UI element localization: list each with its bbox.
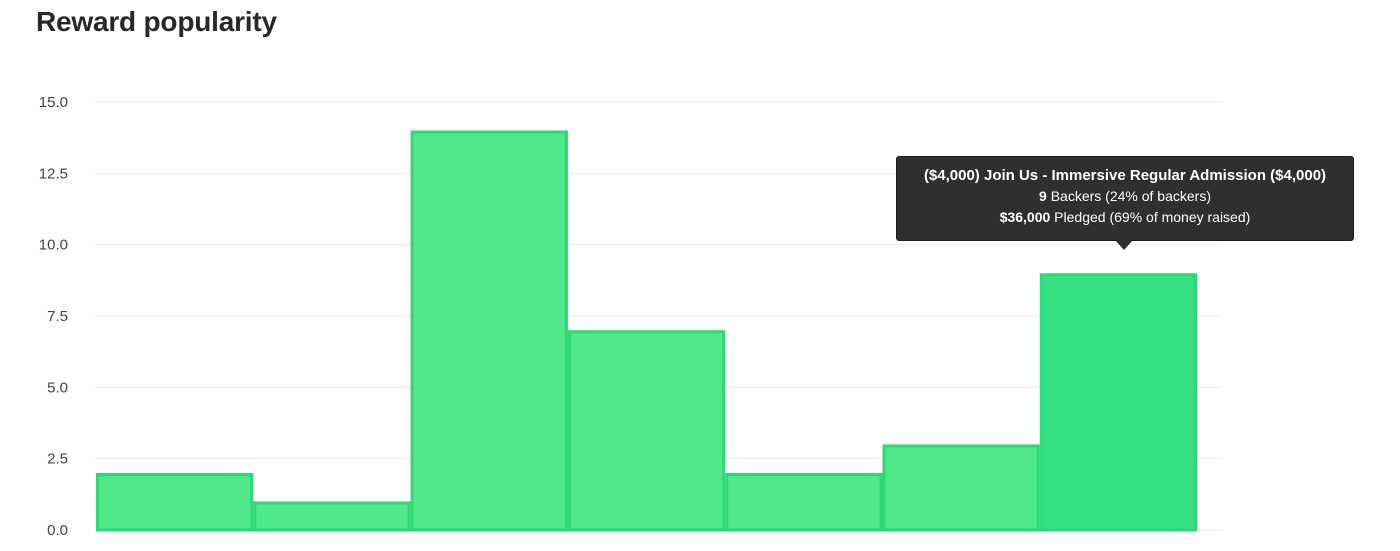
- tooltip-title: ($4,000) Join Us - Immersive Regular Adm…: [923, 167, 1327, 184]
- tooltip-pledged: $36,000 Pledged (69% of money raised): [897, 207, 1353, 228]
- bar[interactable]: [1039, 273, 1198, 532]
- bar[interactable]: [882, 444, 1040, 532]
- bar[interactable]: [410, 130, 568, 532]
- tooltip-backers-text: Backers (24% of backers): [1046, 188, 1211, 204]
- bar[interactable]: [725, 472, 883, 532]
- page-title: Reward popularity: [36, 6, 277, 37]
- bar[interactable]: [567, 330, 726, 532]
- tooltip-pledged-text: Pledged (69% of money raised): [1050, 209, 1251, 225]
- y-tick-label: 10.0: [39, 237, 68, 254]
- tooltip-pledged-amount: $36,000: [999, 209, 1051, 225]
- bars: [96, 130, 1198, 532]
- y-tick-label: 15.0: [39, 94, 68, 111]
- tooltip-backers-count: 9: [1039, 188, 1047, 204]
- bar[interactable]: [253, 501, 411, 532]
- bar-tooltip: ($4,000) Join Us - Immersive Regular Adm…: [896, 156, 1354, 250]
- y-tick-label: 5.0: [47, 379, 68, 396]
- tooltip-backers: 9 Backers (24% of backers): [897, 186, 1353, 207]
- y-tick-label: 0.0: [47, 522, 68, 539]
- y-tick-label: 2.5: [47, 451, 68, 468]
- y-tick-label: 7.5: [47, 308, 68, 325]
- y-axis-tick-labels: 0.0 2.5 5.0 7.5 10.0 12.5 15.0: [39, 94, 68, 539]
- tooltip-arrow: [1115, 240, 1133, 250]
- y-tick-label: 12.5: [39, 165, 68, 182]
- bar[interactable]: [96, 472, 254, 532]
